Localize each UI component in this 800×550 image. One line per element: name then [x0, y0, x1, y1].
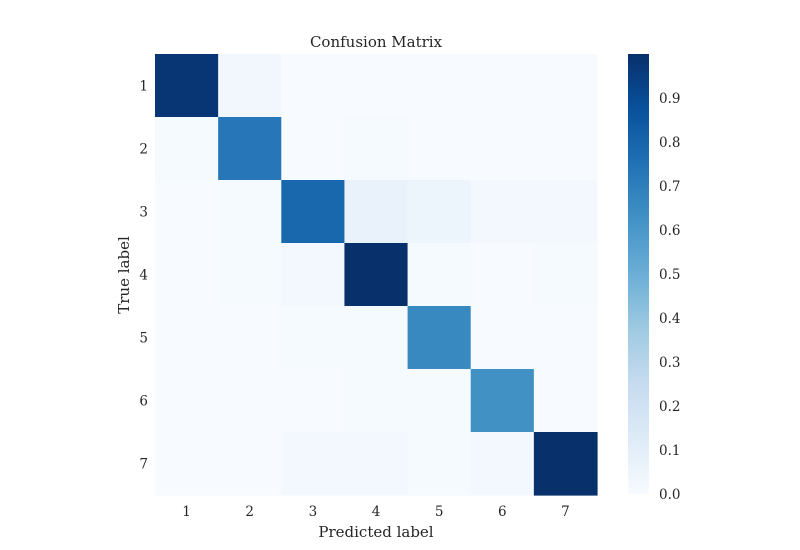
heatmap-cell [155, 117, 219, 181]
heatmap-cell [470, 243, 535, 307]
x-tick-labels: 1 2 3 4 5 6 7 [182, 504, 569, 520]
heatmap-cell [533, 54, 598, 118]
y-tick-label: 5 [139, 331, 148, 347]
y-tick-label: 2 [139, 142, 148, 158]
heatmap-cell [344, 117, 409, 181]
colorbar-tick-labels: 0.0 0.1 0.2 0.3 0.4 0.5 0.6 0.7 0.8 0.9 [659, 91, 680, 503]
heatmap-cell [470, 180, 535, 244]
heatmap-cell [281, 180, 346, 244]
chart-title: Confusion Matrix [310, 33, 443, 51]
heatmap-cell [470, 306, 535, 370]
x-tick-label: 3 [309, 504, 318, 520]
heatmap-cell [344, 369, 409, 433]
heatmap-cell [218, 369, 282, 433]
heatmap-cell [533, 306, 598, 370]
heatmap-cell [155, 369, 219, 433]
heatmap-cell [533, 432, 598, 496]
heatmap-cell [344, 432, 409, 496]
heatmap-cell [281, 369, 346, 433]
heatmap-cell [407, 369, 472, 433]
heatmap-cell [470, 432, 535, 496]
heatmap-cell [344, 54, 409, 118]
x-tick-label: 5 [435, 504, 444, 520]
heatmap-cell [281, 432, 346, 496]
heatmap-cell [218, 306, 282, 370]
heatmap-cell [155, 243, 219, 307]
colorbar-tick-label: 0.0 [659, 487, 680, 503]
heatmap-cell [407, 432, 472, 496]
colorbar-tick-label: 0.4 [659, 311, 680, 327]
colorbar-tick-label: 0.2 [659, 399, 680, 415]
heatmap-cell [533, 243, 598, 307]
x-tick-label: 7 [561, 504, 570, 520]
x-tick-label: 6 [498, 504, 507, 520]
heatmap-cell [155, 54, 219, 118]
heatmap-cell [218, 432, 282, 496]
y-tick-labels: 1 2 3 4 5 6 7 [139, 79, 148, 473]
colorbar-tick-label: 0.6 [659, 223, 680, 239]
heatmap-cell [281, 306, 346, 370]
colorbar-tick-label: 0.3 [659, 355, 680, 371]
heatmap-cell [218, 180, 282, 244]
heatmap-cell [470, 117, 535, 181]
heatmap-cell [407, 306, 472, 370]
colorbar-tick-label: 0.1 [659, 443, 680, 459]
y-tick-label: 6 [139, 394, 148, 410]
y-tick-label: 3 [139, 205, 148, 221]
heatmap-cell [407, 54, 472, 118]
heatmap-cell [533, 180, 598, 244]
x-tick-label: 2 [245, 504, 254, 520]
x-tick-label: 4 [372, 504, 381, 520]
colorbar-tick-label: 0.5 [659, 267, 680, 283]
y-tick-label: 7 [139, 457, 148, 473]
heatmap-cell [218, 243, 282, 307]
heatmap-cell [533, 369, 598, 433]
heatmap-cell [218, 117, 282, 181]
x-axis-label: Predicted label [318, 523, 433, 541]
x-tick-label: 1 [182, 504, 191, 520]
heatmap-cell [470, 54, 535, 118]
heatmap-cell [218, 54, 282, 118]
y-axis-label: True label [115, 236, 133, 314]
heatmap-cell [344, 180, 409, 244]
heatmap-cell [407, 243, 472, 307]
heatmap-cells [155, 54, 598, 496]
heatmap-cell [281, 117, 346, 181]
colorbar-tick-label: 0.7 [659, 179, 680, 195]
heatmap-cell [281, 243, 346, 307]
y-tick-label: 1 [139, 79, 148, 95]
heatmap-cell [407, 117, 472, 181]
colorbar-tick-label: 0.8 [659, 135, 680, 151]
colorbar [628, 54, 649, 494]
y-tick-label: 4 [139, 268, 148, 284]
heatmap-cell [533, 117, 598, 181]
heatmap-cell [344, 243, 409, 307]
heatmap-cell [344, 306, 409, 370]
heatmap-cell [155, 432, 219, 496]
heatmap-cell [470, 369, 535, 433]
heatmap-cell [407, 180, 472, 244]
heatmap-cell [155, 180, 219, 244]
heatmap-cell [281, 54, 346, 118]
colorbar-tick-label: 0.9 [659, 91, 680, 107]
heatmap-cell [155, 306, 219, 370]
